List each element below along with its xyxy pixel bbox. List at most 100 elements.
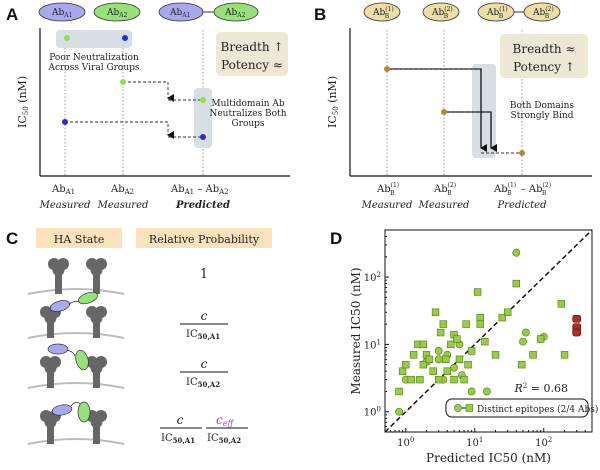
scatter-point-squares [425, 355, 434, 364]
scatter-point-squares [476, 313, 484, 322]
svg-text:AbA2: AbA2 [106, 8, 128, 19]
dot-blue-a1 [62, 119, 68, 125]
note-both-2: Strongly Bind [511, 111, 574, 121]
scatter-point-squares [395, 387, 403, 396]
ha-state-drawings [27, 258, 125, 445]
panel-d: D 100 100 101 101 102 102 Predicted IC50 (nM) M… [330, 229, 598, 465]
potency-up: Potency ↑ [513, 60, 575, 74]
svg-text:AbA1: AbA1 [169, 8, 190, 19]
x-b1-measured: Measured [361, 200, 413, 211]
scatter-point-circles [434, 355, 443, 364]
svg-text:Ab(2)B: Ab(2) B [532, 6, 554, 20]
scatter-point-squares [407, 375, 415, 384]
scatter-point-squares [473, 288, 482, 296]
x-ab-a2: Ab [110, 184, 125, 195]
dot-blue-a2 [122, 35, 128, 41]
prob-row-1: 1 [200, 267, 208, 282]
scatter-point-squares [560, 351, 569, 359]
scatter-point-squares [503, 308, 512, 316]
scatter-point-squares [431, 308, 440, 316]
scatter-point-circles [450, 363, 458, 372]
panel-a-summary-box [216, 32, 288, 76]
scatter-point-squares [409, 351, 418, 359]
svg-text:Ab(1)B: Ab(1) B [486, 6, 508, 20]
ab-a2-label: Ab [106, 8, 119, 18]
scatter-point-circles [521, 328, 530, 337]
scatter-point-red [572, 314, 581, 323]
scatter-point-squares [462, 320, 470, 328]
svg-text:AbA2: AbA2 [224, 8, 246, 19]
svg-text:Ab(1)B: Ab(1) B [372, 6, 394, 20]
svg-text:Ab(2)B: Ab(2) B [431, 6, 453, 20]
svg-text:AbA2: AbA2 [110, 184, 134, 196]
panel-label-c: C [6, 229, 18, 248]
prob-row-3-num: c [201, 357, 208, 371]
x-tick-label: 102 [535, 436, 552, 449]
svg-text:AbA1 – AbA2: AbA1 – AbA2 [170, 184, 229, 196]
scatter-point-squares [481, 337, 489, 346]
panel-a-ylabel: IC50 (nM) [16, 76, 30, 128]
rel-prob-header [136, 228, 272, 248]
rel-prob-header-text: Relative Probability [149, 233, 260, 246]
scatter-point-squares [442, 355, 450, 364]
prob-row-2-den: IC [186, 329, 198, 340]
x-tick-label: 101 [466, 436, 483, 449]
legend-square [465, 404, 474, 412]
prob-row-2-num: c [201, 309, 208, 323]
x-ab-predicted: Predicted [175, 200, 230, 211]
scatter-point-circles [434, 347, 443, 355]
panel-label-d: D [330, 229, 342, 248]
panel-label-a: A [6, 5, 18, 24]
ha-state-a2-bound [27, 343, 125, 389]
scatter-point-squares [398, 367, 407, 375]
x-ab-pred: Ab [170, 184, 185, 195]
svg-text:ceff: ceff [216, 413, 234, 428]
scatter-point-squares [434, 375, 443, 384]
dot-gold-pred [519, 150, 525, 156]
scatter-point-squares [512, 279, 521, 288]
x-tick-label: 100 [397, 436, 414, 449]
ab-b-multi-right-oval [523, 2, 561, 22]
ab-a1-oval [38, 2, 86, 22]
ab-b1-oval [363, 2, 401, 22]
ha-state-unbound [27, 258, 125, 295]
panel-label-b: B [314, 5, 326, 24]
breadth-same: Breadth ≈ [513, 42, 576, 56]
scatter-point-squares [460, 375, 468, 384]
dot-green-a1 [64, 35, 70, 41]
scatter-point-squares [455, 355, 464, 364]
legend-box [445, 398, 589, 418]
ab-b2-oval [422, 2, 460, 22]
scatter-point-squares [439, 320, 448, 328]
svg-text:IC50,A1: IC50,A1 [161, 433, 195, 445]
x-axis-label: Predicted IC50 (nM) [426, 451, 551, 465]
scatter-point-circles [483, 387, 491, 396]
scatter-point-squares [443, 367, 452, 375]
scatter-point-squares [436, 328, 445, 337]
note-multi-3: Groups [231, 119, 264, 129]
prob-row-4-den2: IC [207, 433, 219, 444]
dot-gold-b2 [441, 109, 447, 115]
breadth-up: Breadth ↑ [221, 40, 284, 54]
scatter-point-squares [536, 335, 545, 343]
panel-b-box [472, 64, 496, 158]
scatter-point-squares [450, 375, 458, 384]
prob-row-4-num1: c [177, 413, 184, 427]
scatter-point-squares [419, 360, 428, 369]
prob-row-4-num2: c [216, 413, 223, 427]
scatter-point-squares [453, 335, 461, 343]
scatter-point-red [572, 328, 581, 337]
scatter-point-squares [464, 360, 472, 369]
scatter-point-squares [419, 340, 428, 349]
legend-circle [454, 404, 462, 412]
dot-green-pred [200, 97, 206, 103]
scatter-point-squares [447, 340, 455, 349]
svg-text:IC50,A1: IC50,A1 [186, 329, 220, 341]
panel-b-summary-box [500, 34, 588, 78]
panel-c: C HA State Relative Probability [6, 228, 272, 445]
scatter-point-squares [529, 351, 537, 359]
svg-text:AbA1: AbA1 [51, 184, 75, 196]
scatter-point-squares [429, 367, 437, 375]
y-tick-label: 101 [364, 338, 381, 351]
